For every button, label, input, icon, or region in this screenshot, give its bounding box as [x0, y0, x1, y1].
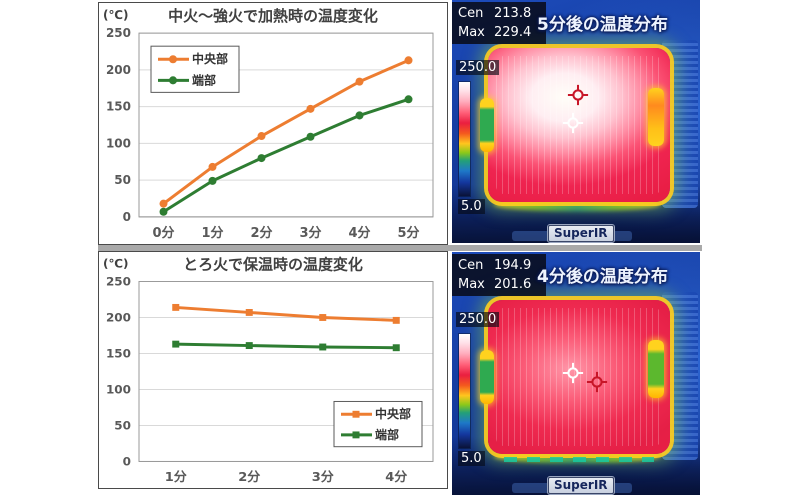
- scale-max-label: 250.0: [456, 312, 500, 327]
- keep-warm-line-chart: 0 50 100 150 200 250 1分 2分 3分 4分 (℃) とろ火で保温時の温度変化中央…: [103, 256, 434, 485]
- plate-left-handle: [480, 350, 494, 404]
- svg-text:200: 200: [106, 63, 131, 77]
- svg-text:100: 100: [106, 382, 131, 396]
- plate-edge-cool-spots: [504, 457, 654, 462]
- svg-text:200: 200: [106, 311, 131, 325]
- svg-text:中央部: 中央部: [192, 51, 228, 66]
- temperature-readout: Cen 194.9 Max 201.6: [452, 254, 546, 296]
- griddle-plate-heat-signature: [488, 48, 670, 202]
- plate-right-handle: [648, 340, 664, 398]
- max-temp-crosshair-icon: [586, 371, 608, 393]
- thermal-title: 5分後の温度分布: [537, 15, 668, 35]
- heating-chart-panel: 0 50 100 150 200 250 0分 1分 2分 3分 4分 5分 (℃) 中火〜強火で加熱時の…: [98, 2, 448, 245]
- svg-text:端部: 端部: [375, 428, 399, 442]
- svg-text:0: 0: [123, 454, 131, 468]
- temperature-readout: Cen 213.8 Max 229.4: [452, 2, 546, 44]
- svg-text:250: 250: [106, 275, 131, 289]
- svg-text:とろ火で保温時の温度変化: とろ火で保温時の温度変化: [183, 256, 363, 274]
- svg-text:0分: 0分: [152, 225, 174, 241]
- svg-text:150: 150: [106, 347, 131, 361]
- scale-min-label: 5.0: [458, 451, 485, 466]
- svg-text:0: 0: [123, 210, 131, 224]
- svg-text:50: 50: [114, 173, 131, 187]
- svg-text:1分: 1分: [165, 469, 187, 485]
- svg-text:3分: 3分: [299, 225, 321, 241]
- svg-text:(℃): (℃): [103, 257, 128, 271]
- scale-max-label: 250.0: [456, 60, 500, 75]
- svg-text:50: 50: [114, 418, 131, 432]
- color-scale-bar: [459, 334, 470, 448]
- color-scale-bar: [459, 82, 470, 196]
- svg-text:5分: 5分: [397, 225, 419, 241]
- svg-text:4分: 4分: [385, 469, 407, 485]
- svg-text:中央部: 中央部: [375, 407, 411, 421]
- max-temp-crosshair-icon: [567, 84, 589, 106]
- svg-text:4分: 4分: [348, 225, 370, 241]
- center-temp-row: Cen 213.8: [458, 4, 540, 23]
- svg-text:(℃): (℃): [103, 8, 128, 22]
- cen-value: 194.9: [494, 258, 532, 273]
- plate-ridges: [496, 308, 662, 446]
- superir-watermark: SuperIR: [548, 225, 614, 242]
- plate-ridges: [496, 56, 662, 194]
- svg-text:100: 100: [106, 136, 131, 150]
- thermal-image-4min: Cen 194.9 Max 201.6 4分後の温度分布 250.0 5.0 Sup…: [452, 252, 700, 495]
- cen-value: 213.8: [494, 6, 532, 21]
- scale-min-label: 5.0: [458, 199, 485, 214]
- max-value: 201.6: [494, 277, 532, 292]
- griddle-plate-heat-signature: [488, 300, 670, 454]
- svg-text:端部: 端部: [192, 72, 216, 87]
- row-separator: [98, 245, 702, 251]
- thermal-title: 4分後の温度分布: [537, 267, 668, 287]
- cen-label: Cen: [458, 258, 484, 273]
- max-label: Max: [458, 25, 485, 40]
- svg-text:2分: 2分: [238, 469, 260, 485]
- plate-left-handle: [480, 98, 494, 152]
- cen-label: Cen: [458, 6, 484, 21]
- svg-text:150: 150: [106, 100, 131, 114]
- max-label: Max: [458, 277, 485, 292]
- plate-right-handle: [648, 88, 664, 146]
- center-temp-crosshair-icon: [562, 362, 584, 384]
- svg-text:250: 250: [106, 26, 131, 40]
- max-value: 229.4: [494, 25, 532, 40]
- svg-text:1分: 1分: [201, 225, 223, 241]
- thermal-image-5min: Cen 213.8 Max 229.4 5分後の温度分布 250.0 5.0 Sup…: [452, 0, 700, 243]
- heating-line-chart: 0 50 100 150 200 250 0分 1分 2分 3分 4分 5分 (℃) 中火〜強火で加熱時の…: [103, 7, 434, 241]
- max-temp-row: Max 201.6: [458, 275, 540, 294]
- keep-warm-chart-panel: 0 50 100 150 200 250 1分 2分 3分 4分 (℃) とろ火で保温時の温度変化中央…: [98, 251, 448, 489]
- max-temp-row: Max 229.4: [458, 23, 540, 42]
- svg-text:中火〜強火で加熱時の温度変化: 中火〜強火で加熱時の温度変化: [168, 7, 378, 25]
- center-temp-crosshair-icon: [562, 112, 584, 134]
- center-temp-row: Cen 194.9: [458, 256, 540, 275]
- superir-watermark: SuperIR: [548, 477, 614, 494]
- svg-text:2分: 2分: [250, 225, 272, 241]
- svg-text:3分: 3分: [312, 469, 334, 485]
